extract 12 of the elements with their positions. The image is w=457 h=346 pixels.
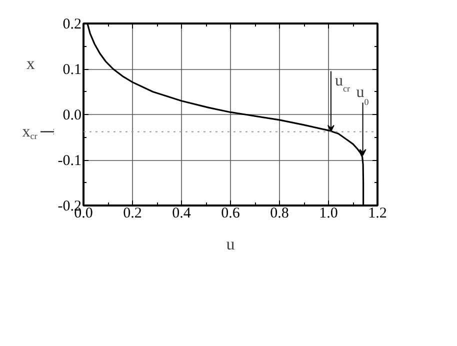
x-tick-label: 1.0: [319, 206, 338, 222]
y-tick-label: 0.2: [62, 16, 82, 32]
x-axis-title: u: [226, 234, 236, 254]
x-tick-label: 0.4: [172, 206, 192, 222]
y-tick-label: 0.1: [62, 62, 82, 78]
x-tick-label: 0.8: [270, 206, 289, 222]
x-tick-label: 1.2: [368, 206, 387, 222]
x-tick-label: 0.6: [221, 206, 240, 222]
y-tick-label: 0.0: [62, 108, 82, 124]
y-tick-label: -0.1: [58, 153, 82, 169]
y-axis-title: x: [26, 54, 36, 74]
x-tick-label: 0.2: [123, 206, 142, 222]
